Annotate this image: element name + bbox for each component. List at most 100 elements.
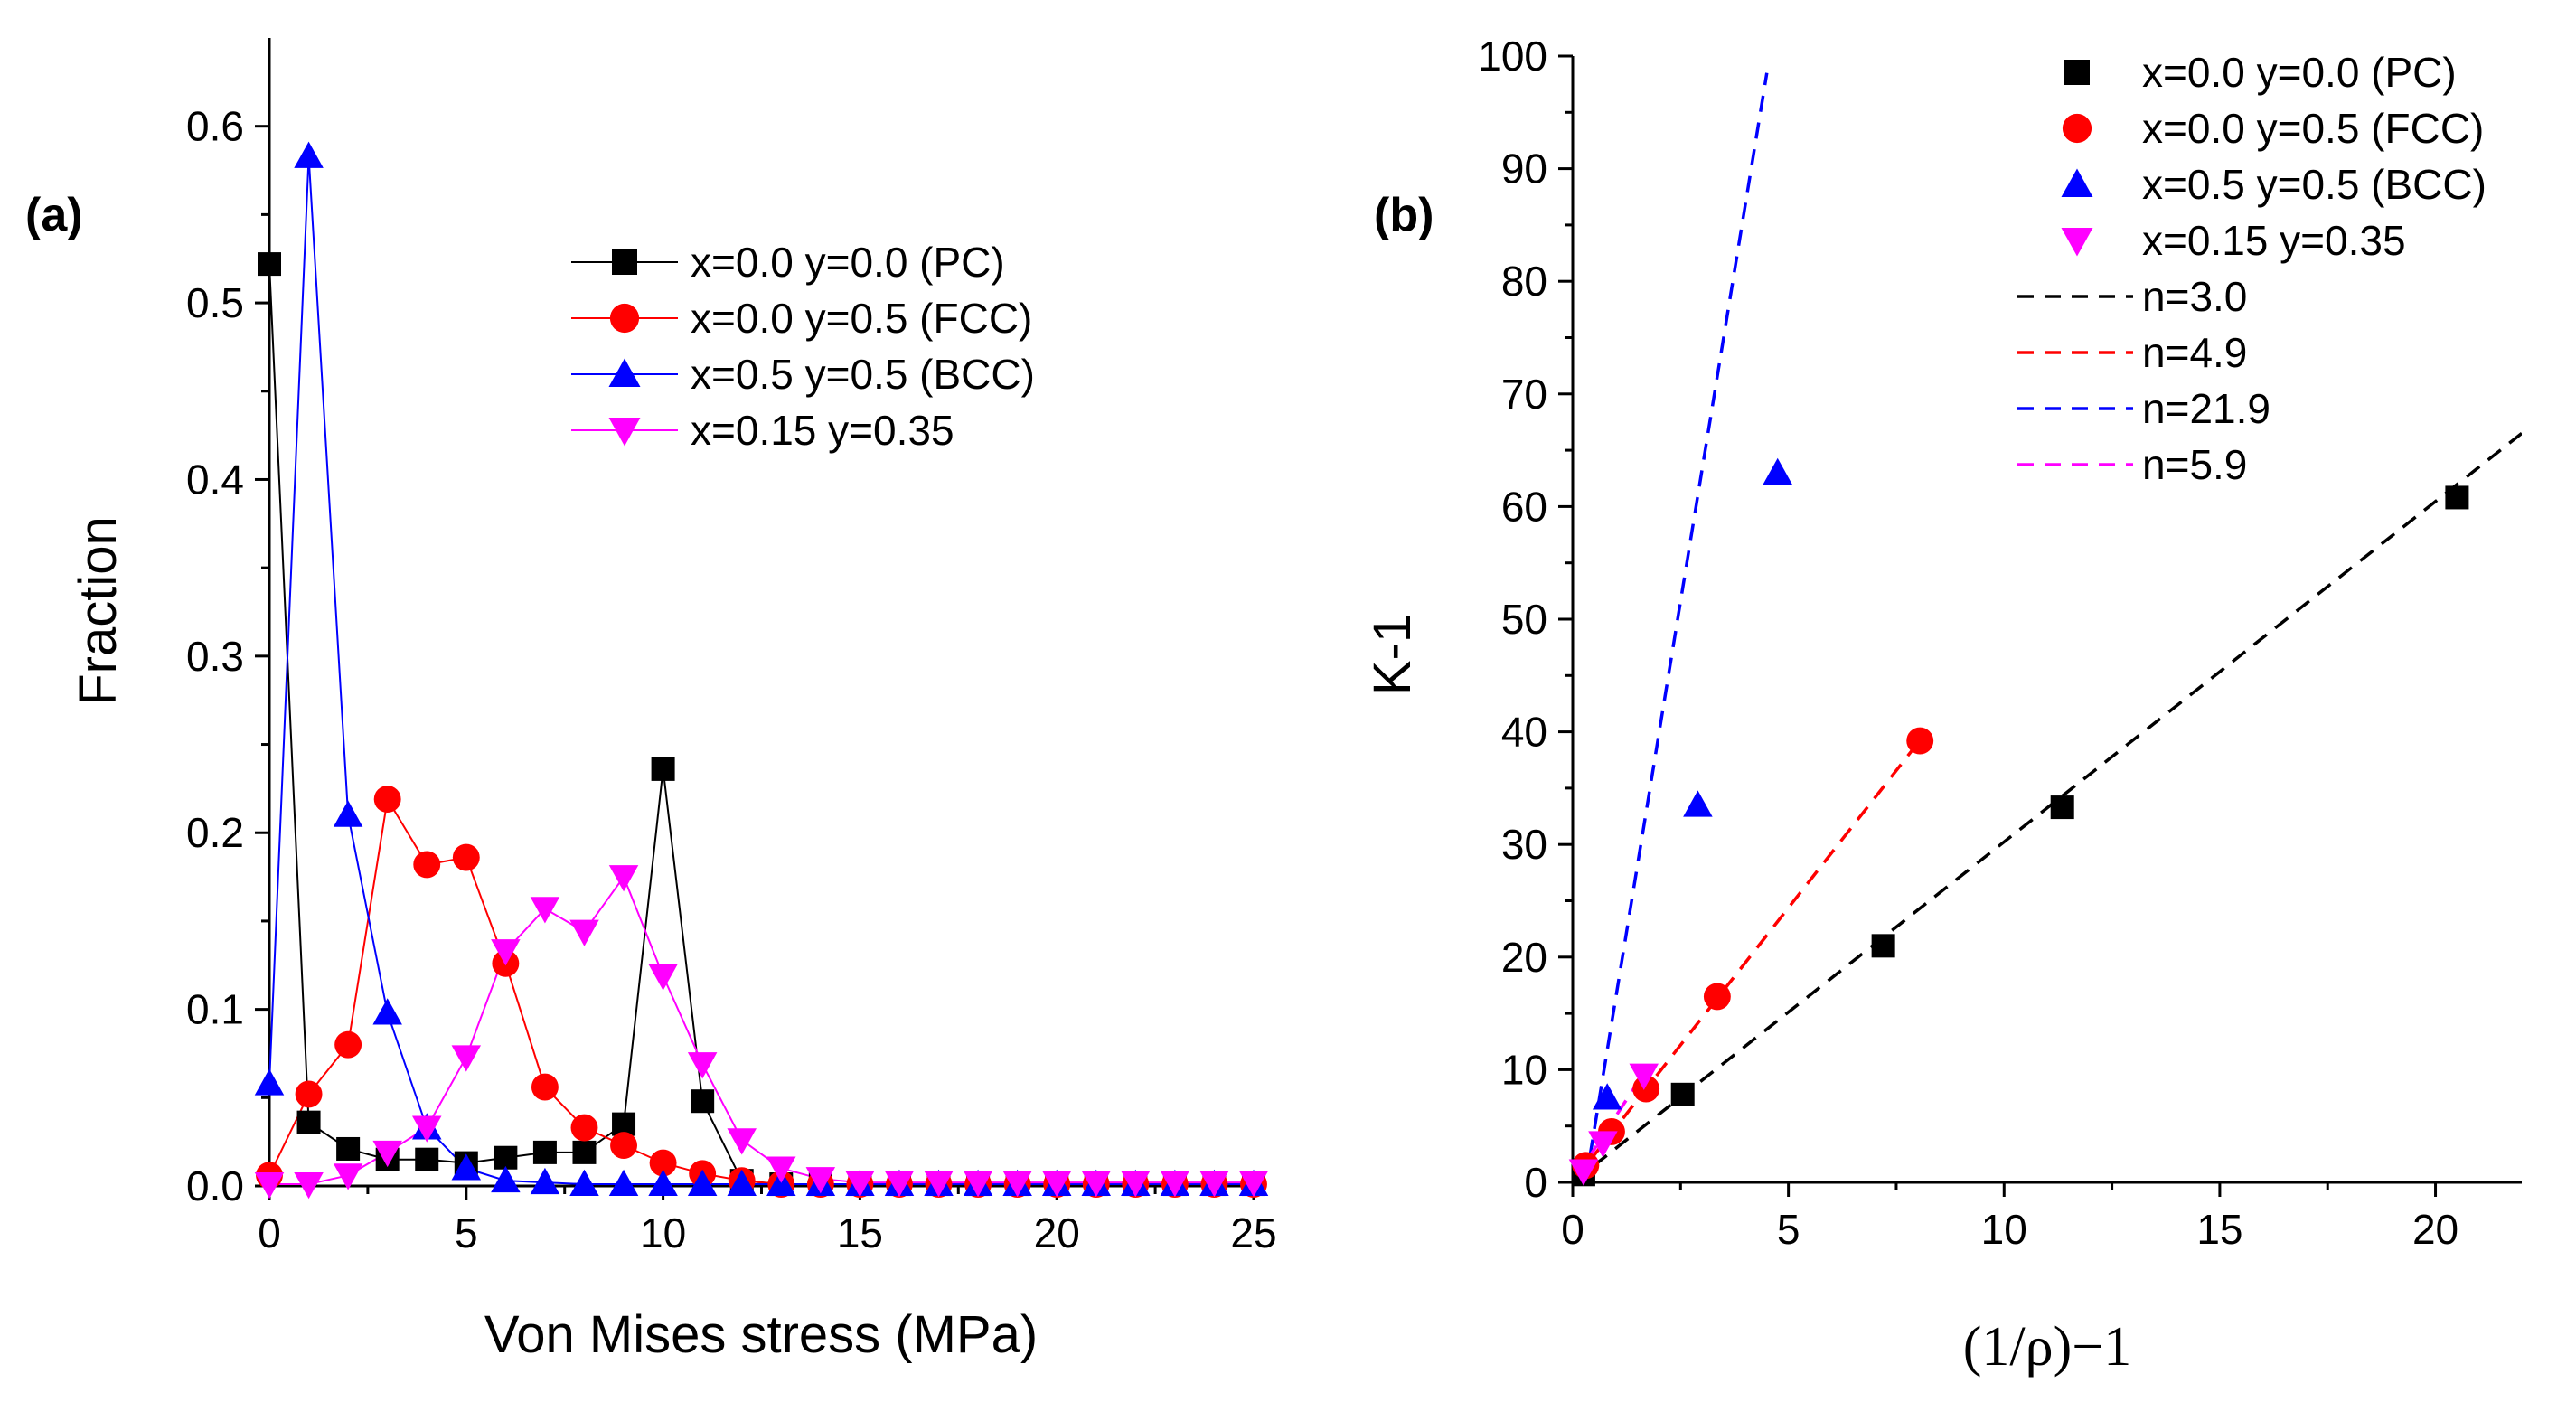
data-point (1041, 1171, 1072, 1198)
y-tick-label: 0.4 (186, 456, 244, 503)
y-tick-label: 20 (1501, 934, 1547, 981)
legend-label: n=3.0 (2142, 273, 2247, 320)
data-point (649, 1149, 677, 1177)
data-point (845, 1171, 875, 1198)
y-tick-label: 0.3 (186, 633, 244, 680)
y-tick-label: 50 (1501, 596, 1547, 643)
x-tick-label: 15 (837, 1209, 883, 1256)
data-point (294, 141, 324, 168)
data-point (336, 1136, 361, 1161)
x-tick-label: 20 (1034, 1209, 1080, 1256)
series-line (268, 264, 1254, 1186)
data-point (531, 1073, 559, 1101)
data-point (691, 1089, 715, 1114)
data-point (333, 1163, 363, 1190)
data-point (569, 919, 599, 946)
data-point (295, 1080, 323, 1108)
legend-marker (2061, 228, 2093, 257)
fit-line (1584, 72, 1769, 1182)
legend-label: n=21.9 (2142, 385, 2270, 432)
legend-label: x=0.5 y=0.5 (BCC) (2142, 161, 2487, 208)
x-axis-title: (1/ρ)−1 (1963, 1316, 2131, 1378)
legend-label: x=0.5 y=0.5 (BCC) (691, 351, 1035, 398)
data-point (1081, 1171, 1112, 1198)
x-tick-label: 20 (2412, 1206, 2458, 1253)
legend-label: x=0.0 y=0.5 (FCC) (691, 295, 1032, 342)
x-tick-label: 5 (1777, 1206, 1800, 1253)
y-axis-title: K-1 (1363, 614, 1422, 695)
data-point (648, 1169, 678, 1197)
data-point (491, 1165, 521, 1193)
y-tick-label: 0.1 (186, 986, 244, 1033)
data-point (1871, 934, 1895, 958)
data-point (608, 865, 639, 892)
data-point (1592, 1083, 1622, 1110)
data-point (530, 1167, 560, 1195)
data-point (1002, 1171, 1032, 1198)
data-point (415, 1147, 439, 1171)
data-point (727, 1169, 757, 1197)
y-tick-label: 40 (1501, 709, 1547, 756)
data-point (648, 964, 678, 991)
fit-line (1573, 741, 1920, 1182)
data-point (608, 1169, 639, 1197)
data-point (413, 851, 441, 879)
data-point (572, 1140, 597, 1164)
data-point (1160, 1171, 1190, 1198)
data-point (254, 1172, 285, 1200)
data-point (766, 1156, 796, 1183)
x-tick-label: 0 (1561, 1206, 1584, 1253)
fit-line (1573, 432, 2522, 1182)
y-axis-title: Fraction (69, 516, 127, 706)
data-point (1632, 1075, 1660, 1103)
panel-label: (a) (25, 189, 83, 241)
legend-marker (609, 303, 640, 334)
x-tick-label: 0 (258, 1209, 281, 1256)
data-point (1906, 727, 1934, 755)
data-point (1199, 1171, 1229, 1198)
legend-label: x=0.0 y=0.0 (PC) (2142, 49, 2457, 96)
data-point (296, 1110, 321, 1134)
y-tick-label: 0.5 (186, 279, 244, 326)
data-point (372, 998, 402, 1025)
data-point (372, 1140, 402, 1168)
data-point (651, 757, 675, 781)
x-tick-label: 10 (640, 1209, 686, 1256)
y-tick-label: 0 (1524, 1159, 1547, 1206)
data-point (2050, 795, 2074, 820)
data-point (491, 939, 521, 966)
legend-label: x=0.15 y=0.35 (691, 407, 954, 454)
data-point (687, 1169, 718, 1197)
y-tick-label: 10 (1501, 1046, 1547, 1093)
panel-b-chart: 0 5 10 15 20 0 10 20 30 40 50 60 70 80 90 100 x=0.0 y=0.… (1363, 33, 2522, 1378)
legend-marker (2064, 60, 2090, 85)
data-point (687, 1052, 718, 1079)
data-point (494, 1145, 518, 1170)
y-tick-label: 60 (1501, 483, 1547, 530)
data-point (727, 1128, 757, 1155)
legend-label: n=4.9 (2142, 329, 2247, 376)
data-point (532, 1140, 557, 1164)
data-point (963, 1171, 993, 1198)
data-point (570, 1114, 598, 1142)
data-point (411, 1115, 442, 1143)
x-axis-title: Von Mises stress (MPa) (484, 1305, 1038, 1364)
data-point (1629, 1063, 1659, 1090)
data-point (569, 1169, 599, 1197)
y-tick-label: 30 (1501, 821, 1547, 868)
data-point (451, 1045, 482, 1072)
y-tick-label: 0.0 (186, 1162, 244, 1209)
data-point (530, 897, 560, 924)
legend-label: n=5.9 (2142, 441, 2247, 488)
legend-marker (612, 249, 637, 275)
data-point (451, 1153, 482, 1181)
data-point (924, 1171, 954, 1198)
data-point (373, 786, 401, 814)
data-point (1568, 1159, 1599, 1186)
data-point (884, 1171, 915, 1198)
data-point (333, 800, 363, 827)
x-tick-label: 15 (2196, 1206, 2242, 1253)
y-tick-label: 90 (1501, 146, 1547, 193)
x-tick-label: 5 (455, 1209, 478, 1256)
